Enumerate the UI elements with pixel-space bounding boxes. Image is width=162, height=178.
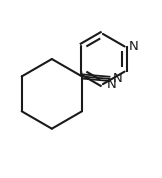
Text: N: N (113, 72, 123, 85)
Text: N: N (129, 40, 138, 53)
Text: N: N (107, 78, 117, 91)
